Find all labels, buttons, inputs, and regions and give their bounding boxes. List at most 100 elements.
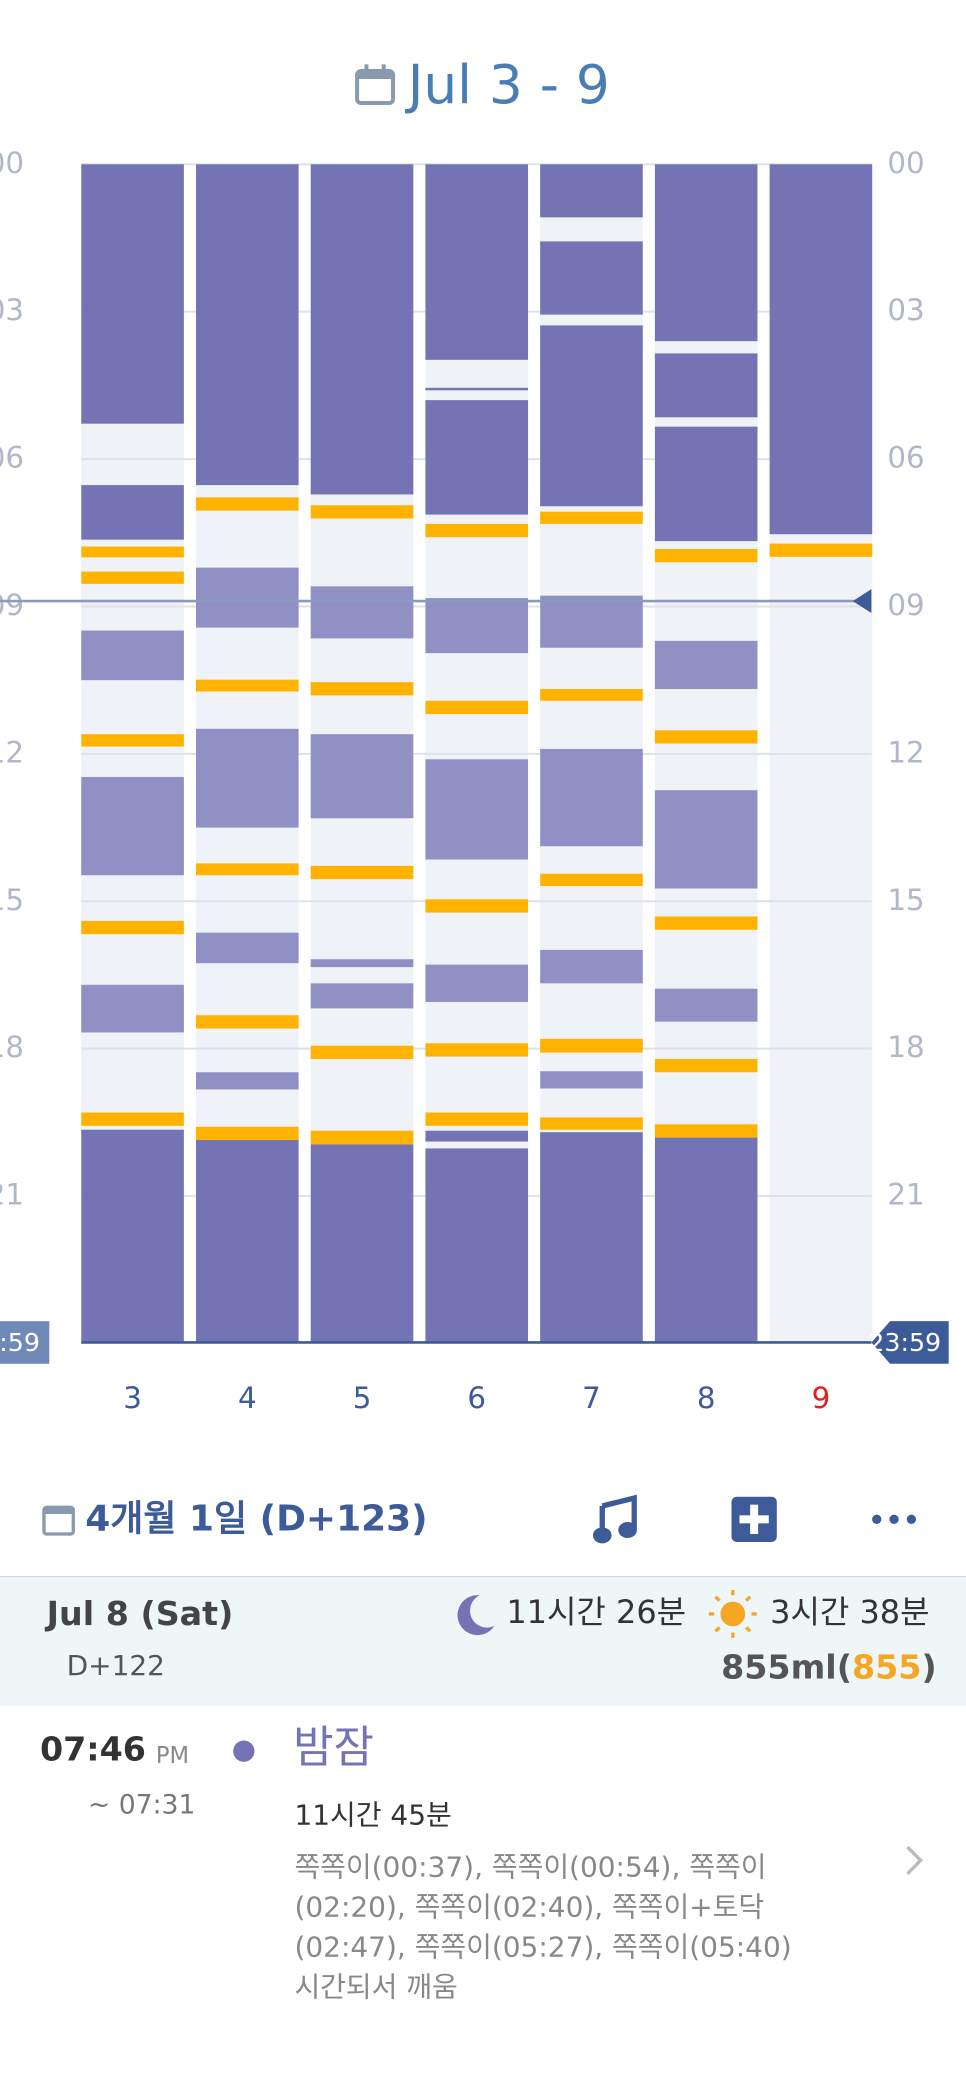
night-block bbox=[195, 164, 299, 486]
entry-end: ~ 07:31 bbox=[88, 1789, 196, 1820]
night-sleep: 11시간 26분 bbox=[506, 1593, 686, 1631]
music-button[interactable] bbox=[592, 1494, 637, 1544]
entry-row[interactable]: 07:46 PM ~ 07:31 밤잠 11시간 45분 쪽쪽이(00:37),… bbox=[40, 1722, 924, 2004]
volume: 855ml(855) bbox=[721, 1647, 937, 1686]
feed-block bbox=[654, 730, 758, 744]
volume-total: 855ml bbox=[721, 1647, 837, 1686]
feed-block bbox=[540, 1117, 643, 1130]
night-block bbox=[654, 1137, 758, 1344]
y-tick-label: 12 bbox=[887, 735, 924, 769]
nap-block bbox=[310, 586, 414, 639]
chart: 00 00 03 03 06 06 09 09 12 12 15 15 18 18 21 21 3 4 5 6 7 8 9 2… bbox=[0, 146, 949, 1415]
entry-ampm: PM bbox=[156, 1743, 189, 1769]
day-label: 7 bbox=[582, 1381, 601, 1415]
day-sleep: 3시간 38분 bbox=[770, 1593, 929, 1631]
y-tick-label: 09 bbox=[0, 588, 24, 622]
feed-block bbox=[195, 1015, 299, 1029]
paren: ) bbox=[921, 1647, 936, 1686]
entry-time: 07:46 bbox=[40, 1730, 146, 1769]
nap-block bbox=[654, 640, 758, 690]
add-button[interactable] bbox=[731, 1496, 777, 1542]
night-block bbox=[425, 400, 529, 515]
entry-notes: 쪽쪽이(00:37), 쪽쪽이(00:54), 쪽쪽이 (02:20), 쪽쪽이(… bbox=[294, 1850, 791, 2003]
feed-block bbox=[540, 689, 643, 701]
volume-detail: 855 bbox=[852, 1647, 922, 1686]
nap-block bbox=[310, 734, 414, 819]
chevron bbox=[906, 1845, 924, 1875]
feed-block bbox=[654, 548, 758, 563]
feed-block bbox=[195, 863, 299, 876]
night-block bbox=[310, 1144, 414, 1344]
y-tick-label: 21 bbox=[887, 1178, 924, 1212]
nap-block bbox=[195, 728, 299, 828]
nap-block bbox=[425, 964, 529, 1002]
y-tick-label: 18 bbox=[887, 1030, 924, 1064]
night-block bbox=[540, 1132, 643, 1344]
nap-block bbox=[425, 598, 529, 654]
y-tick-label: 00 bbox=[887, 146, 924, 180]
night-block bbox=[81, 485, 184, 540]
nap-block bbox=[310, 959, 414, 968]
nap-block bbox=[81, 984, 184, 1033]
feed-block bbox=[195, 497, 299, 511]
nap-block bbox=[540, 748, 643, 847]
night-block bbox=[540, 241, 643, 315]
feed-block bbox=[540, 873, 643, 887]
sun-icon bbox=[708, 1589, 757, 1638]
calendar-icon bbox=[355, 64, 396, 105]
summary-date: Jul 8 (Sat) bbox=[45, 1594, 234, 1633]
night-block bbox=[425, 387, 529, 391]
feed-block bbox=[81, 1112, 184, 1126]
more-button[interactable] bbox=[872, 1514, 917, 1525]
entry-duration: 11시간 45분 bbox=[294, 1798, 451, 1831]
paren: ( bbox=[837, 1647, 852, 1686]
night-block bbox=[425, 1130, 529, 1142]
night-block bbox=[654, 164, 758, 342]
y-tick-label: 00 bbox=[0, 146, 24, 180]
end-tag bbox=[0, 1321, 50, 1364]
end-tick-label: 23:59 bbox=[868, 1328, 941, 1357]
now-marker bbox=[852, 589, 872, 614]
note-line: 시간되서 깨움 bbox=[294, 1970, 457, 2003]
feed-block bbox=[81, 571, 184, 584]
nap-block bbox=[195, 1072, 299, 1090]
feed-block bbox=[310, 682, 414, 696]
day-label: 4 bbox=[238, 1381, 257, 1415]
age-date[interactable]: 4개월 1일 (D+123) bbox=[85, 1499, 427, 1540]
night-block bbox=[540, 164, 643, 218]
night-block bbox=[654, 426, 758, 542]
feed-block bbox=[425, 1112, 529, 1126]
night-block bbox=[195, 1140, 299, 1344]
nap-block bbox=[540, 595, 643, 648]
nap-block bbox=[540, 1071, 643, 1089]
night-block bbox=[540, 325, 643, 507]
y-tick-label: 18 bbox=[0, 1030, 24, 1064]
feed-block bbox=[81, 546, 184, 558]
y-tick-label: 06 bbox=[887, 441, 924, 475]
feed-block bbox=[310, 505, 414, 519]
nap-block bbox=[654, 988, 758, 1022]
end-tick-label: 23:59 bbox=[0, 1328, 40, 1357]
entry-dot bbox=[233, 1740, 255, 1762]
summary-panel bbox=[0, 1576, 966, 1706]
nap-block bbox=[81, 776, 184, 876]
feed-block bbox=[310, 1045, 414, 1059]
nap-block bbox=[425, 759, 529, 860]
y-tick-label: 06 bbox=[0, 441, 24, 475]
note-line: (02:47), 쪽쪽이(05:27), 쪽쪽이(05:40) bbox=[294, 1930, 791, 1963]
night-block bbox=[310, 164, 414, 495]
feed-block bbox=[540, 511, 643, 524]
feed-block bbox=[540, 1038, 643, 1053]
feed-block bbox=[195, 679, 299, 692]
y-tick-label: 03 bbox=[0, 293, 24, 327]
summary-dday: D+122 bbox=[67, 1649, 165, 1682]
y-tick-label: 03 bbox=[887, 293, 924, 327]
nap-block bbox=[310, 983, 414, 1009]
feed-block bbox=[425, 700, 529, 715]
note-line: 쪽쪽이(00:37), 쪽쪽이(00:54), 쪽쪽이 bbox=[294, 1850, 766, 1883]
nap-block bbox=[654, 790, 758, 889]
night-block bbox=[654, 353, 758, 418]
day-label: 9 bbox=[812, 1381, 831, 1415]
note-line: (02:20), 쪽쪽이(02:40), 쪽쪽이+토닥 bbox=[294, 1890, 764, 1923]
